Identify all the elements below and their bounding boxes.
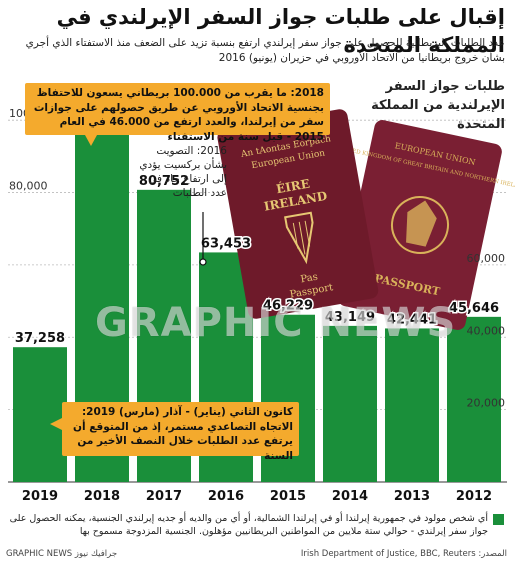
y-axis-tick-label: 80,000: [9, 180, 48, 193]
category-label: 2014: [332, 489, 368, 504]
irish-passport-country-irish: ÉIRE: [275, 176, 311, 197]
note-2018: 2018: ما يقرب من 100.000 بريطاني يسعون ل…: [25, 83, 330, 143]
harp-string-icon: [304, 220, 311, 247]
publisher-credit: GRAPHIC NEWS جرافيك نيوز: [6, 549, 118, 559]
category-label: 2017: [146, 489, 182, 504]
page-subtitle: عدد الطلبات البريطانية للحصول على جواز س…: [25, 37, 505, 64]
page-title: إقبال على طلبات جواز السفر الإيرلندي في …: [56, 5, 505, 57]
bar-value-label: 45,646: [449, 301, 499, 316]
source-credit: المصدر: Irish Department of Justice, BBC…: [300, 549, 507, 559]
note-2019-pointer: [50, 418, 62, 430]
bar-value-label: 46,229: [263, 299, 313, 314]
royal-crest-icon: [391, 196, 449, 254]
y-axis-tick-label: 20,000: [467, 397, 506, 410]
bar-value-label: 63,453: [201, 236, 251, 251]
bar-2014: [323, 325, 377, 482]
harp-string-icon: [298, 221, 306, 255]
note-2016-dot: [199, 258, 207, 266]
irish-passport-type-irish: Pas: [300, 272, 319, 286]
bar-value-label: 80,752: [139, 174, 189, 189]
note-2016: 2016: التصويت بشأن بركسيت يؤدي إلى ارتفا…: [139, 145, 227, 199]
footnote: أي شخص مولود في جمهورية إيرلندا أو في إي…: [9, 513, 488, 537]
bar-value-label: 42,441: [387, 312, 437, 327]
legend-swatch: [493, 514, 504, 525]
watermark: GRAPHIC NEWS: [95, 300, 457, 346]
chart-category-labels: 2019 2018 2017 2016 2015 2014 2013 2012: [22, 489, 492, 504]
category-label: 2013: [394, 489, 430, 504]
category-label: 2019: [22, 489, 58, 504]
category-label: 2015: [270, 489, 306, 504]
y-axis-tick-label: 40,000: [467, 324, 506, 337]
category-label: 2016: [208, 489, 244, 504]
bar-2012: [447, 316, 501, 482]
bar-2013: [385, 328, 439, 482]
y-axis-tick-label: 60,000: [467, 252, 506, 265]
category-label: 2018: [84, 489, 120, 504]
irish-passport: An tAontas Eorpach European Union ÉIRE I…: [217, 109, 379, 319]
harp-string-icon: [292, 222, 299, 249]
note-2018-pointer: [85, 135, 97, 146]
bar-2019: [13, 347, 67, 482]
bar-value-label: 37,258: [15, 331, 65, 346]
uk-passport: EUROPEAN UNION UNITED KINGDOM OF GREAT B…: [337, 120, 515, 330]
note-2019: كانون الثاني (يناير) - آذار (مارس) 2019:…: [62, 402, 299, 462]
category-label: 2012: [456, 489, 492, 504]
chart-heading: طلبات جواز السفر الإيرلندية من المملكة ا…: [371, 79, 505, 132]
bar-value-label: 43,149: [325, 310, 375, 325]
royal-crest-shield-icon: [406, 200, 437, 247]
